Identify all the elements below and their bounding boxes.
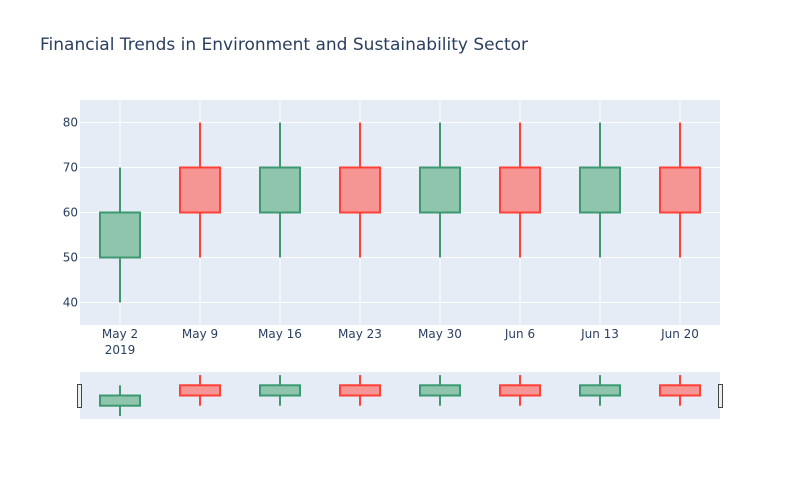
main-candle-body	[499, 166, 541, 214]
range-slider[interactable]	[77, 372, 723, 419]
slider-candle-body	[579, 384, 621, 397]
main-candle-body	[419, 166, 461, 214]
main-candle-increasing	[579, 122, 621, 258]
range-slider-right-handle[interactable]	[718, 384, 723, 408]
slider-candle-body	[339, 384, 381, 397]
main-candle-decreasing	[339, 122, 381, 258]
main-candle-increasing	[99, 167, 141, 303]
main-candle-body	[99, 211, 141, 259]
x-tick-label: Jun 20	[660, 327, 699, 341]
y-axis: 40 50 60 70 80	[63, 116, 78, 310]
slider-candle-increasing	[419, 375, 461, 406]
slider-candle-increasing	[579, 375, 621, 406]
x-tick-label: May 16	[258, 327, 302, 341]
slider-candle-decreasing	[179, 375, 221, 406]
main-candle-decreasing	[659, 122, 701, 258]
x-axis: May 2 May 9 May 16 May 23 May 30 Jun 6 Jun 13 J…	[102, 327, 699, 357]
main-candle-body	[659, 166, 701, 214]
y-tick-label: 70	[63, 161, 78, 175]
y-tick-label: 50	[63, 251, 78, 265]
main-candle-body	[339, 166, 381, 214]
x-tick-label: May 30	[418, 327, 462, 341]
x-tick-label: Jun 13	[580, 327, 619, 341]
main-candle-increasing	[259, 122, 301, 258]
range-slider-candles	[99, 375, 701, 416]
y-tick-label: 80	[63, 116, 78, 130]
x-tick-label: May 9	[182, 327, 218, 341]
slider-candle-decreasing	[659, 375, 701, 406]
main-candle-increasing	[419, 122, 461, 258]
main-candle-decreasing	[179, 122, 221, 258]
range-slider-background	[80, 372, 720, 419]
range-slider-left-handle[interactable]	[77, 384, 82, 408]
candles	[99, 122, 701, 303]
slider-candle-decreasing	[499, 375, 541, 406]
slider-candle-body	[259, 384, 301, 397]
slider-candle-decreasing	[339, 375, 381, 406]
x-tick-label: May 23	[338, 327, 382, 341]
main-candle-body	[179, 166, 221, 214]
x-tick-label: May 2	[102, 327, 138, 341]
slider-candle-body	[659, 384, 701, 397]
slider-candle-increasing	[99, 385, 141, 416]
chart-title: Financial Trends in Environment and Sust…	[40, 35, 528, 55]
slider-candle-increasing	[259, 375, 301, 406]
x-tick-label: Jun 6	[504, 327, 535, 341]
x-tick-year-label: 2019	[105, 343, 136, 357]
main-candle-body	[579, 166, 621, 214]
main-candle-body	[259, 166, 301, 214]
main-candle-decreasing	[499, 122, 541, 258]
y-tick-label: 40	[63, 296, 78, 310]
slider-candle-body	[499, 384, 541, 397]
slider-candle-body	[419, 384, 461, 397]
slider-candle-body	[179, 384, 221, 397]
y-tick-label: 60	[63, 206, 78, 220]
slider-candle-body	[99, 394, 141, 407]
